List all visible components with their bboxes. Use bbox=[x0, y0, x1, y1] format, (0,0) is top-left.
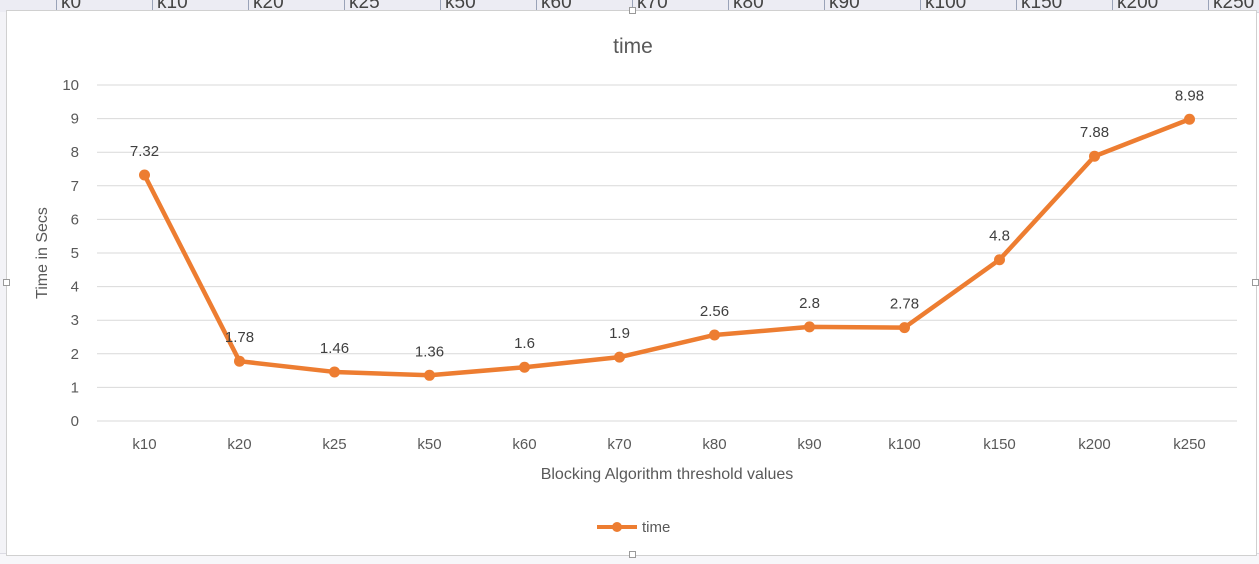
column-header-cell[interactable]: k200 bbox=[1112, 0, 1208, 12]
y-tick-label: 6 bbox=[71, 211, 79, 228]
data-point[interactable] bbox=[234, 355, 245, 367]
y-tick-label: 5 bbox=[71, 245, 79, 262]
y-axis-ticks: 0 1 2 3 4 5 6 7 8 9 10 bbox=[62, 77, 79, 430]
data-point[interactable] bbox=[329, 366, 340, 378]
column-header-cell[interactable]: k70 bbox=[632, 0, 728, 12]
x-tick-label: k100 bbox=[888, 436, 921, 453]
spreadsheet-header-row: k0 k10 k20 k25 k50 k60 k70 k80 k90 k100 k150 k200 k2… bbox=[0, 0, 1259, 13]
column-header-cell[interactable]: k150 bbox=[1016, 0, 1112, 12]
data-point[interactable] bbox=[709, 329, 720, 341]
y-tick-label: 3 bbox=[71, 312, 79, 329]
data-label: 1.6 bbox=[514, 335, 535, 352]
x-tick-label: k10 bbox=[132, 436, 156, 453]
series-time[interactable] bbox=[139, 113, 1195, 381]
data-label: 2.8 bbox=[799, 295, 820, 312]
data-point[interactable] bbox=[804, 321, 815, 333]
column-header-cell[interactable]: k0 bbox=[56, 0, 152, 12]
y-axis-label[interactable]: Time in Secs bbox=[34, 207, 51, 299]
column-header-cell[interactable]: k100 bbox=[920, 0, 1016, 12]
data-point[interactable] bbox=[1184, 113, 1195, 125]
series-line[interactable] bbox=[142, 117, 1192, 378]
resize-handle-top[interactable] bbox=[629, 7, 636, 14]
legend-label: time bbox=[642, 519, 670, 536]
y-tick-label: 0 bbox=[71, 413, 79, 430]
y-tick-label: 8 bbox=[71, 144, 79, 161]
x-tick-label: k200 bbox=[1078, 436, 1111, 453]
gridlines bbox=[97, 84, 1237, 422]
resize-handle-bottom[interactable] bbox=[629, 551, 636, 558]
data-point[interactable] bbox=[519, 361, 530, 373]
x-tick-label: k90 bbox=[797, 436, 821, 453]
data-label: 2.78 bbox=[890, 296, 919, 313]
data-point[interactable] bbox=[424, 369, 435, 381]
data-label: 7.32 bbox=[130, 143, 159, 160]
data-label: 1.36 bbox=[415, 343, 444, 360]
column-header-cell[interactable]: k10 bbox=[152, 0, 248, 12]
data-label: 1.46 bbox=[320, 340, 349, 357]
x-tick-label: k50 bbox=[417, 436, 441, 453]
y-tick-label: 4 bbox=[71, 279, 79, 296]
column-header-cell[interactable]: k20 bbox=[248, 0, 344, 12]
y-tick-label: 9 bbox=[71, 111, 79, 128]
x-tick-label: k70 bbox=[607, 436, 631, 453]
chart-area[interactable]: time 0 1 2 3 4 5 6 7 8 9 10 k10 k20 k25 k50 k60 k70 k80 k… bbox=[3, 7, 1259, 558]
column-header-cell[interactable]: k80 bbox=[728, 0, 824, 12]
x-tick-label: k150 bbox=[983, 436, 1016, 453]
resize-handle-left[interactable] bbox=[3, 279, 10, 286]
x-tick-label: k250 bbox=[1173, 436, 1206, 453]
data-label: 8.98 bbox=[1175, 87, 1204, 104]
data-point[interactable] bbox=[994, 254, 1005, 266]
data-label: 1.9 bbox=[609, 325, 630, 342]
y-tick-label: 10 bbox=[62, 77, 79, 94]
legend[interactable]: time bbox=[597, 519, 670, 536]
x-tick-label: k60 bbox=[512, 436, 536, 453]
resize-handle-right[interactable] bbox=[1252, 279, 1259, 286]
x-tick-label: k80 bbox=[702, 436, 726, 453]
data-point[interactable] bbox=[1089, 150, 1100, 162]
x-tick-label: k25 bbox=[322, 436, 346, 453]
x-axis-label[interactable]: Blocking Algorithm threshold values bbox=[541, 466, 794, 483]
y-tick-label: 7 bbox=[71, 178, 79, 195]
column-header-cell[interactable]: k50 bbox=[440, 0, 536, 12]
data-point[interactable] bbox=[614, 351, 625, 363]
data-label: 2.56 bbox=[700, 303, 729, 320]
chart-title[interactable]: time bbox=[613, 35, 653, 58]
y-tick-label: 2 bbox=[71, 346, 79, 363]
column-header-cell[interactable]: k25 bbox=[344, 0, 440, 12]
x-axis-ticks: k10 k20 k25 k50 k60 k70 k80 k90 k100 k150 k200 k250 bbox=[132, 436, 1205, 453]
data-labels: 7.32 1.78 1.46 1.36 1.6 1.9 2.56 2.8 2.78 4.8 7.88… bbox=[130, 87, 1204, 360]
x-tick-label: k20 bbox=[227, 436, 251, 453]
data-label: 1.78 bbox=[225, 329, 254, 346]
data-label: 4.8 bbox=[989, 228, 1010, 245]
data-point[interactable] bbox=[139, 169, 150, 181]
legend-marker-icon bbox=[612, 522, 622, 532]
column-header-cell[interactable]: k90 bbox=[824, 0, 920, 12]
data-point[interactable] bbox=[899, 322, 910, 334]
column-header-cell[interactable]: k60 bbox=[536, 0, 632, 12]
y-tick-label: 1 bbox=[71, 379, 79, 396]
column-header-cell[interactable]: k250 bbox=[1208, 0, 1259, 12]
data-label: 7.88 bbox=[1080, 124, 1109, 141]
